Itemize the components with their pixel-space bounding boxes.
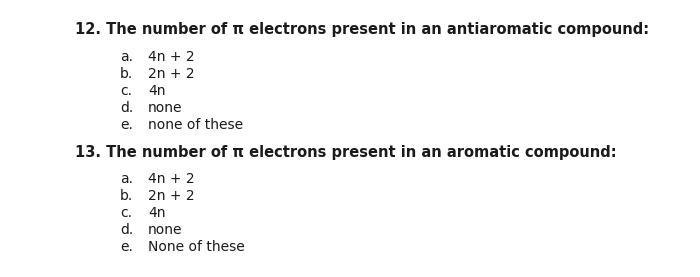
- Text: d.: d.: [120, 101, 133, 115]
- Text: 4n: 4n: [148, 84, 165, 98]
- Text: b.: b.: [120, 189, 133, 203]
- Text: 2n + 2: 2n + 2: [148, 189, 195, 203]
- Text: None of these: None of these: [148, 240, 245, 254]
- Text: 4n: 4n: [148, 206, 165, 220]
- Text: a.: a.: [120, 172, 133, 186]
- Text: 13. The number of π electrons present in an aromatic compound:: 13. The number of π electrons present in…: [75, 145, 617, 160]
- Text: 12. The number of π electrons present in an antiaromatic compound:: 12. The number of π electrons present in…: [75, 22, 649, 37]
- Text: c.: c.: [120, 206, 132, 220]
- Text: 2n + 2: 2n + 2: [148, 67, 195, 81]
- Text: 4n + 2: 4n + 2: [148, 172, 195, 186]
- Text: none: none: [148, 101, 183, 115]
- Text: none of these: none of these: [148, 118, 243, 132]
- Text: b.: b.: [120, 67, 133, 81]
- Text: e.: e.: [120, 118, 133, 132]
- Text: c.: c.: [120, 84, 132, 98]
- Text: e.: e.: [120, 240, 133, 254]
- Text: 4n + 2: 4n + 2: [148, 50, 195, 64]
- Text: a.: a.: [120, 50, 133, 64]
- Text: none: none: [148, 223, 183, 237]
- Text: d.: d.: [120, 223, 133, 237]
